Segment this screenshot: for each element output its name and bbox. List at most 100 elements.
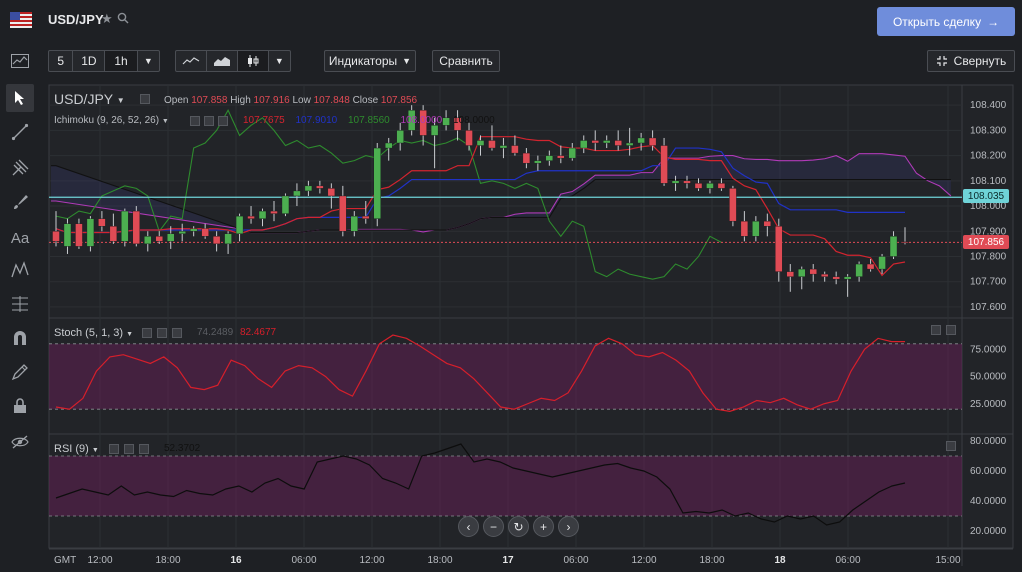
close-icon[interactable] <box>218 116 228 126</box>
magnet-icon <box>14 331 26 345</box>
pane-close-icon[interactable] <box>946 325 956 335</box>
line-chart-icon <box>182 57 200 65</box>
candle <box>465 130 473 146</box>
gear-icon[interactable] <box>124 444 134 454</box>
interval-1h-button[interactable]: 1h <box>105 51 138 71</box>
caret-down-icon: ▼ <box>126 331 134 338</box>
settings-square-icon[interactable] <box>140 94 150 104</box>
candle-chart-button[interactable] <box>237 51 269 71</box>
open-trade-button[interactable]: Открыть сделку → <box>877 7 1015 36</box>
rsi-name: RSI (9) <box>54 443 89 455</box>
chevron-left-icon: ‹ <box>466 519 471 534</box>
chevron-right-icon: › <box>566 519 571 534</box>
area-chart-icon <box>213 57 230 66</box>
search-icon[interactable] <box>117 12 129 27</box>
candle <box>660 145 668 184</box>
indicator-tick-label: 50.0000 <box>970 372 1007 383</box>
pencil-tool[interactable] <box>6 358 34 386</box>
fibonacci-tool[interactable] <box>6 290 34 318</box>
indicator-line <box>55 443 906 526</box>
time-tick-label: 06:00 <box>563 555 588 566</box>
candle <box>855 263 863 277</box>
pane-up-icon[interactable] <box>931 325 941 335</box>
open-label: Open <box>164 95 189 106</box>
candle <box>270 210 278 214</box>
candle <box>717 183 726 189</box>
candle <box>614 140 622 146</box>
candle <box>798 268 806 277</box>
indicator-tick-label: 80.0000 <box>970 436 1007 447</box>
candle <box>545 155 554 161</box>
pitchfork-tool[interactable] <box>6 154 34 182</box>
area-chart-button[interactable] <box>207 51 238 71</box>
collapse-button[interactable]: Свернуть <box>927 50 1015 72</box>
ichimoku-values: 107.7675 107.9010 107.8560 108.0000 108.… <box>243 115 495 126</box>
ichimoku-name: Ichimoku (9, 26, 52, 26) <box>54 115 160 126</box>
interval-dropdown-button[interactable]: ▼ <box>138 51 159 71</box>
price-tick-label: 107.700 <box>970 277 1007 288</box>
indicator-tick-label: 20.0000 <box>970 526 1007 537</box>
interval-5-button[interactable]: 5 <box>49 51 74 71</box>
gear-icon[interactable] <box>204 116 214 126</box>
candle <box>637 137 645 144</box>
indicators-button[interactable]: Индикаторы ▼ <box>324 50 416 72</box>
time-tick-label: 17 <box>502 555 514 566</box>
candle <box>144 236 152 245</box>
indicator-tick-label: 60.0000 <box>970 466 1007 477</box>
stoch-legend[interactable]: Stoch (5, 1, 3) ▼ <box>54 327 133 339</box>
candle <box>362 215 370 219</box>
cursor-tool[interactable] <box>6 84 34 112</box>
pattern-tool[interactable] <box>6 256 34 284</box>
refresh-icon: ↻ <box>513 519 524 534</box>
candle <box>430 125 439 136</box>
interval-1d-button[interactable]: 1D <box>73 51 106 71</box>
hide-drawings-tool[interactable] <box>6 428 34 456</box>
close-label: Close <box>352 95 379 106</box>
high-label: High <box>230 95 251 106</box>
zoom-out-button[interactable]: − <box>483 516 504 537</box>
scroll-right-button[interactable]: › <box>558 516 579 537</box>
rsi-legend[interactable]: RSI (9) ▼ <box>54 443 99 455</box>
price-tick-label: 107.600 <box>970 302 1007 313</box>
candle <box>86 218 95 247</box>
eye-icon[interactable] <box>109 444 119 454</box>
candle <box>740 220 749 237</box>
candle <box>557 155 565 159</box>
candle <box>453 117 462 131</box>
eye-icon[interactable] <box>142 328 152 338</box>
close-icon[interactable] <box>139 444 149 454</box>
candle <box>63 223 72 247</box>
star-icon[interactable]: ★ <box>101 11 113 26</box>
time-tick-label: 12:00 <box>87 555 112 566</box>
gear-icon[interactable] <box>157 328 167 338</box>
chart-style-dropdown-button[interactable]: ▼ <box>269 51 290 71</box>
candle <box>476 140 485 146</box>
eye-icon[interactable] <box>190 116 200 126</box>
line-chart-button[interactable] <box>176 51 207 71</box>
reset-button[interactable]: ↻ <box>508 516 529 537</box>
candle <box>201 228 209 237</box>
candle <box>878 256 886 270</box>
candle <box>407 110 416 131</box>
time-tick-label: 06:00 <box>291 555 316 566</box>
candle <box>488 140 496 149</box>
price-tick-label: 108.300 <box>970 125 1007 136</box>
indicator-tick-label: 25.0000 <box>970 399 1007 410</box>
magnet-tool[interactable] <box>6 324 34 352</box>
trend-line-tool[interactable] <box>6 118 34 146</box>
candle <box>98 218 106 227</box>
lock-tool[interactable] <box>6 392 34 420</box>
ichimoku-legend[interactable]: Ichimoku (9, 26, 52, 26) ▼ <box>54 115 169 126</box>
close-icon[interactable] <box>172 328 182 338</box>
scroll-left-button[interactable]: ‹ <box>458 516 479 537</box>
candle <box>109 226 118 242</box>
candle <box>603 140 611 144</box>
chart-type-icon[interactable] <box>6 50 34 72</box>
brush-tool[interactable] <box>6 188 34 216</box>
text-tool[interactable]: Aa <box>6 224 34 252</box>
zoom-in-button[interactable]: + <box>533 516 554 537</box>
compare-button[interactable]: Сравнить <box>432 50 500 72</box>
pane-up-icon[interactable] <box>946 441 956 451</box>
main-legend-symbol[interactable]: USD/JPY ▼ <box>54 91 125 107</box>
